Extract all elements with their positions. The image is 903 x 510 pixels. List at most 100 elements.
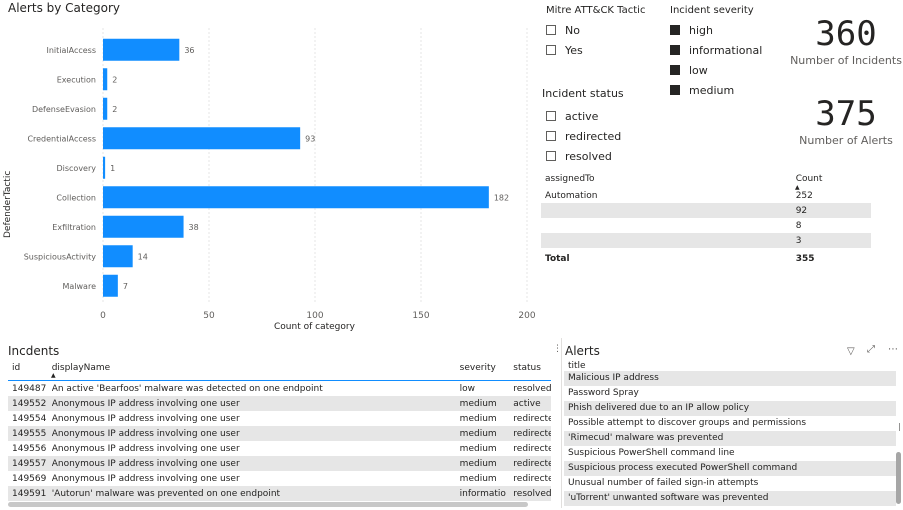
bar[interactable] bbox=[103, 156, 106, 179]
table-row[interactable]: 149569 Anonymous IP address involving one… bbox=[8, 471, 551, 486]
category-label: Execution bbox=[57, 75, 96, 84]
severity-option-high[interactable]: high bbox=[670, 20, 780, 40]
bar[interactable] bbox=[103, 274, 118, 297]
x-tick-label: 200 bbox=[518, 311, 535, 321]
total-label: Total bbox=[545, 254, 570, 264]
cell-severity: medium bbox=[459, 413, 497, 424]
list-item[interactable]: Password Spray bbox=[568, 388, 639, 398]
alerts-count-value: 375 bbox=[815, 94, 877, 134]
list-item[interactable]: Suspicious process executed PowerShell c… bbox=[564, 461, 896, 476]
more-options-icon[interactable]: ⋯ bbox=[888, 344, 898, 355]
bar[interactable] bbox=[103, 215, 184, 238]
list-item[interactable]: Suspicious PowerShell command line bbox=[568, 448, 735, 458]
severity-option-low[interactable]: low bbox=[670, 60, 780, 80]
table-row[interactable]: Automation 252 bbox=[541, 188, 871, 203]
mitre-option-yes[interactable]: Yes bbox=[546, 40, 656, 60]
checkbox-icon[interactable] bbox=[546, 151, 556, 161]
header-status[interactable]: status bbox=[513, 363, 541, 373]
mitre-option-no[interactable]: No bbox=[546, 20, 656, 40]
status-option-redirected[interactable]: redirected bbox=[546, 126, 652, 146]
header-severity[interactable]: severity bbox=[459, 363, 496, 373]
bar[interactable] bbox=[103, 38, 180, 61]
category-label: SuspiciousActivity bbox=[24, 252, 97, 261]
checkbox-icon[interactable] bbox=[670, 45, 680, 55]
table-row[interactable]: 149554 Anonymous IP address involving one… bbox=[8, 411, 551, 426]
status-option-resolved[interactable]: resolved bbox=[546, 146, 652, 166]
cell-severity: medium bbox=[459, 458, 497, 469]
x-tick-label: 100 bbox=[306, 311, 323, 321]
data-label: 2 bbox=[112, 75, 117, 84]
cell-displayname: Anonymous IP address involving one user bbox=[51, 458, 240, 469]
sort-arrow-icon: ▲ bbox=[51, 372, 56, 379]
table-row[interactable]: 149487 An active 'Bearfoos' malware was d… bbox=[8, 381, 551, 396]
severity-slicer: Incident severity high informational low… bbox=[670, 5, 780, 100]
scroll-caret-icon: | bbox=[898, 422, 901, 431]
cell-displayname: Anonymous IP address involving one user bbox=[51, 398, 240, 409]
cell-severity: medium bbox=[459, 428, 497, 439]
list-item[interactable]: Phish delivered due to an IP allow polic… bbox=[564, 401, 896, 416]
cell-severity: low bbox=[459, 383, 476, 394]
filter-icon[interactable]: ▽ bbox=[847, 346, 855, 357]
cell-status: resolved bbox=[513, 488, 551, 499]
table-row[interactable]: 149557 Anonymous IP address involving one… bbox=[8, 456, 551, 471]
checkbox-icon[interactable] bbox=[546, 25, 556, 35]
checkbox-icon[interactable] bbox=[670, 25, 680, 35]
alert-rows: Malicious IP address Password Spray Phish … bbox=[564, 371, 896, 506]
cell-severity: medium bbox=[459, 443, 497, 454]
bar[interactable] bbox=[103, 68, 108, 91]
list-item[interactable]: Possible attempt to discover groups and … bbox=[568, 418, 807, 428]
severity-option-medium[interactable]: medium bbox=[670, 80, 780, 100]
cell-id: 149591 bbox=[12, 488, 47, 499]
checkbox-icon[interactable] bbox=[670, 85, 680, 95]
alerts-count-label: Number of Alerts bbox=[799, 134, 893, 147]
option-label: medium bbox=[689, 83, 735, 97]
table-row[interactable]: 149552 Anonymous IP address involving one… bbox=[8, 396, 551, 411]
status-option-active[interactable]: active bbox=[546, 106, 652, 126]
focus-mode-icon[interactable]: ⤢ bbox=[867, 344, 875, 355]
list-item[interactable]: 'uTorrent' unwanted software was prevent… bbox=[564, 491, 896, 506]
alerts-vertical-scrollbar[interactable] bbox=[896, 452, 901, 504]
cell-displayname: Anonymous IP address involving one user bbox=[51, 428, 240, 439]
table-row[interactable]: 149556 Anonymous IP address involving one… bbox=[8, 441, 551, 456]
header-display-name[interactable]: displayName bbox=[51, 363, 111, 373]
bar[interactable] bbox=[103, 127, 301, 150]
chart-title: Alerts by Category bbox=[8, 1, 120, 15]
header-title[interactable]: title bbox=[568, 361, 586, 371]
header-assigned-to[interactable]: assignedTo bbox=[545, 174, 595, 184]
checkbox-icon[interactable] bbox=[670, 65, 680, 75]
cell-displayname: 'Autorun' malware was prevented on one e… bbox=[51, 488, 281, 499]
table-row[interactable]: 149555 Anonymous IP address involving one… bbox=[8, 426, 551, 441]
list-item[interactable]: 'Rimecud' malware was prevented bbox=[564, 431, 896, 446]
list-item[interactable]: Malicious IP address bbox=[564, 371, 896, 386]
cell-id: 149487 bbox=[12, 383, 47, 394]
table-row[interactable]: 3 bbox=[541, 233, 871, 248]
table-row[interactable]: 8 bbox=[541, 218, 871, 233]
checkbox-icon[interactable] bbox=[546, 131, 556, 141]
cell-displayname: Anonymous IP address involving one user bbox=[51, 443, 240, 454]
bar[interactable] bbox=[103, 245, 133, 268]
x-tick-label: 0 bbox=[100, 311, 106, 321]
more-options-icon[interactable]: ⋮ bbox=[553, 344, 562, 354]
table-row[interactable]: 149591 'Autorun' malware was prevented on… bbox=[8, 486, 551, 501]
incidents-horizontal-scrollbar[interactable] bbox=[8, 502, 528, 507]
bar[interactable] bbox=[103, 186, 489, 209]
bar[interactable] bbox=[103, 97, 108, 120]
category-label: Collection bbox=[56, 193, 96, 202]
incident-rows: 149487 An active 'Bearfoos' malware was d… bbox=[8, 381, 551, 501]
header-id[interactable]: id bbox=[12, 363, 21, 373]
option-label: active bbox=[565, 109, 599, 123]
data-label: 7 bbox=[123, 282, 128, 291]
header-count[interactable]: Count bbox=[796, 174, 871, 188]
severity-option-informational[interactable]: informational bbox=[670, 40, 780, 60]
table-row[interactable]: 92 bbox=[541, 203, 871, 218]
option-label: Yes bbox=[565, 43, 583, 57]
cell-status: redirecte bbox=[513, 428, 551, 439]
data-label: 182 bbox=[494, 193, 509, 202]
header-count-label: Count bbox=[795, 174, 823, 184]
cell-displayname: An active 'Bearfoos' malware was detecte… bbox=[51, 383, 323, 394]
list-item[interactable]: Unusual number of failed sign-in attempt… bbox=[568, 478, 759, 488]
checkbox-icon[interactable] bbox=[546, 111, 556, 121]
cell-status: redirecte bbox=[513, 458, 551, 469]
checkbox-icon[interactable] bbox=[546, 45, 556, 55]
data-label: 36 bbox=[184, 46, 194, 55]
